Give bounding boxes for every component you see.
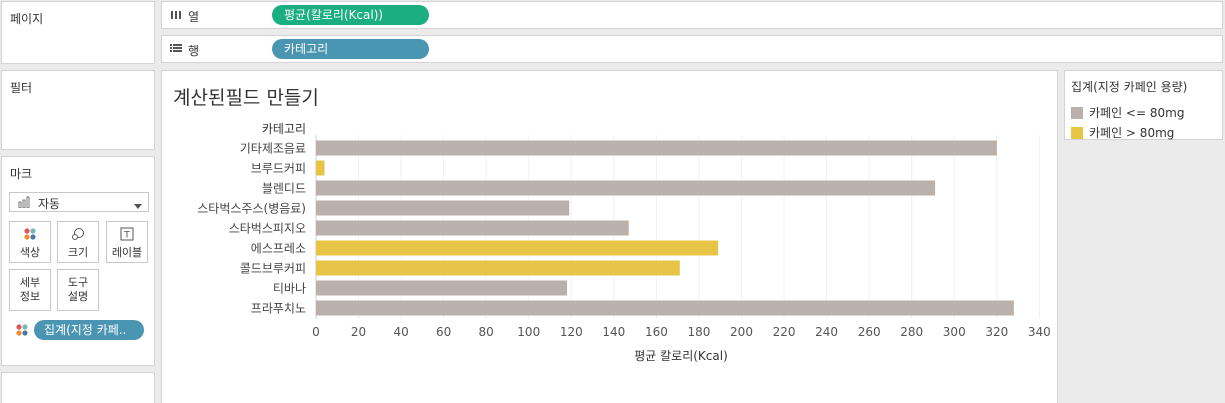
color-button[interactable]: 색상 xyxy=(9,221,51,263)
x-tick-label: 20 xyxy=(351,325,366,339)
rows-shelf[interactable]: 행 카테고리 xyxy=(161,35,1223,63)
bar-chart-icon xyxy=(18,196,32,211)
columns-icon xyxy=(170,8,182,23)
legend-item[interactable]: 카페인 <= 80mg xyxy=(1071,104,1184,121)
legend-item-label: 카페인 <= 80mg xyxy=(1089,106,1185,120)
tooltip-button[interactable]: 도구 설명 xyxy=(57,269,99,311)
size-icon xyxy=(58,227,98,241)
x-tick-label: 320 xyxy=(985,325,1008,339)
label-label: 레이블 xyxy=(111,246,143,259)
x-tick-label: 120 xyxy=(560,325,583,339)
bar[interactable] xyxy=(316,200,570,216)
legend-item-label: 카페인 > 80mg xyxy=(1089,126,1175,140)
pages-title: 페이지 xyxy=(10,12,44,26)
x-tick-label: 280 xyxy=(900,325,923,339)
legend-swatch xyxy=(1071,107,1083,119)
filters-panel[interactable]: 필터 xyxy=(1,70,155,150)
bar[interactable] xyxy=(316,160,325,176)
chevron-down-icon xyxy=(134,199,142,213)
mark-type-dropdown[interactable]: 자동 xyxy=(9,192,149,212)
bar[interactable] xyxy=(316,220,629,236)
x-tick-label: 200 xyxy=(730,325,753,339)
bars xyxy=(316,140,1014,316)
row-header: 카테고리 xyxy=(262,122,306,136)
bar[interactable] xyxy=(316,140,997,156)
tooltip-label-line1: 도구 xyxy=(67,276,89,289)
category-label: 스타벅스피지오 xyxy=(229,222,306,236)
x-tick-label: 180 xyxy=(688,325,711,339)
x-tick-label: 300 xyxy=(943,325,966,339)
size-button[interactable]: 크기 xyxy=(57,221,99,263)
tooltip-label-line2: 설명 xyxy=(67,290,89,303)
chart-title: 계산된필드 만들기 xyxy=(173,87,319,109)
bar[interactable] xyxy=(316,240,719,256)
category-label: 에스프레소 xyxy=(251,242,306,256)
bar[interactable] xyxy=(316,180,936,196)
x-tick-label: 140 xyxy=(602,325,625,339)
x-axis-label: 평균 칼로리(Kcal) xyxy=(634,349,728,363)
pages-panel[interactable]: 페이지 xyxy=(1,1,155,64)
color-field-pill[interactable]: 집계(지정 카페.. xyxy=(34,320,144,340)
color-icon xyxy=(10,227,50,241)
category-label: 브루드커피 xyxy=(251,162,306,176)
mark-type-label: 자동 xyxy=(38,197,61,211)
marks-title: 마크 xyxy=(10,167,33,181)
x-tick-label: 340 xyxy=(1028,325,1051,339)
rows-icon xyxy=(170,42,182,57)
label-icon: T xyxy=(107,227,147,241)
bar[interactable] xyxy=(316,300,1014,316)
x-tick-label: 40 xyxy=(393,325,408,339)
legend-item[interactable]: 카페인 > 80mg xyxy=(1071,124,1174,141)
x-tick-label: 160 xyxy=(645,325,668,339)
category-label: 기타제조음료 xyxy=(240,142,306,156)
bar[interactable] xyxy=(316,280,568,296)
detail-button[interactable]: 세부 정보 xyxy=(9,269,51,311)
x-tick-label: 240 xyxy=(815,325,838,339)
bar[interactable] xyxy=(316,260,680,276)
columns-label: 열 xyxy=(188,10,200,24)
color-label: 색상 xyxy=(19,246,41,259)
category-label: 스타벅스주스(병음료) xyxy=(197,202,306,216)
left-empty-panel xyxy=(1,372,155,403)
category-label: 프라푸치노 xyxy=(251,302,306,316)
x-tick-labels: 0 20 40 60 80 100 120 140 160 180 200 220 240 260 280 3… xyxy=(312,325,1051,339)
legend-swatch xyxy=(1071,127,1083,139)
x-tick-label: 0 xyxy=(312,325,320,339)
size-label: 크기 xyxy=(67,246,89,259)
category-label: 콜드브루커피 xyxy=(240,262,306,276)
bar-chart: 계산된필드 만들기 카테고리 기타제조음료브루드커피블렌디드스타벅스주스(병음료… xyxy=(173,87,1051,363)
category-label: 블렌디드 xyxy=(262,182,306,196)
x-tick-label: 100 xyxy=(517,325,540,339)
columns-pill[interactable]: 평균(칼로리(Kcal)) xyxy=(272,5,429,25)
detail-label-line1: 세부 xyxy=(19,276,41,289)
svg-text:T: T xyxy=(123,231,130,241)
label-button[interactable]: T 레이블 xyxy=(106,221,148,263)
marks-panel: 마크 자동 색상 크기 T 레이블 세부 정보 도구 설명 집계( xyxy=(1,156,155,366)
columns-shelf[interactable]: 열 평균(칼로리(Kcal)) xyxy=(161,1,1223,29)
category-label: 티바나 xyxy=(273,282,306,296)
rows-pill[interactable]: 카테고리 xyxy=(272,39,429,59)
x-tick-label: 60 xyxy=(436,325,451,339)
legend-title: 집계(지정 카페인 용량) xyxy=(1071,80,1188,94)
x-tick-label: 260 xyxy=(858,325,881,339)
color-field-icon xyxy=(15,323,29,340)
detail-label-line2: 정보 xyxy=(19,290,41,303)
x-tick-label: 80 xyxy=(479,325,494,339)
filters-title: 필터 xyxy=(10,81,33,95)
legend-panel: 집계(지정 카페인 용량) 카페인 <= 80mg 카페인 > 80mg xyxy=(1064,70,1223,140)
x-tick-label: 220 xyxy=(773,325,796,339)
rows-label: 행 xyxy=(188,44,200,58)
